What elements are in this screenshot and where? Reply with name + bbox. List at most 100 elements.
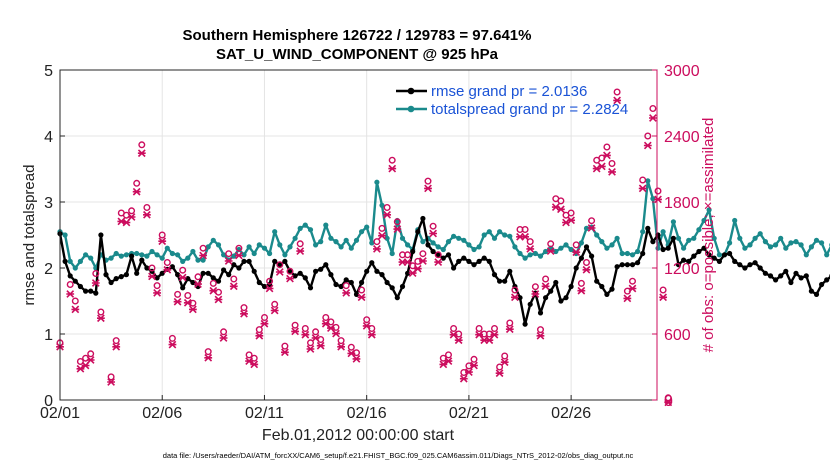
series-point-rmse-62 bbox=[374, 268, 380, 274]
y-right-tick-label-0: 0 bbox=[664, 393, 673, 410]
series-point-totalspread-99 bbox=[563, 242, 569, 248]
obs-possible-111 bbox=[644, 132, 652, 140]
obs-assimilated-86 bbox=[505, 325, 514, 334]
obs-assimilated-104 bbox=[597, 162, 606, 171]
series-point-rmse-29 bbox=[205, 270, 211, 276]
series-point-totalspread-100 bbox=[568, 246, 574, 253]
obs-possible-5 bbox=[87, 350, 95, 358]
obs-assimilated-100 bbox=[577, 286, 586, 295]
obs-possible-84 bbox=[496, 363, 504, 371]
series-point-rmse-35 bbox=[236, 265, 242, 271]
series-point-totalspread-12 bbox=[118, 253, 124, 259]
series-point-totalspread-80 bbox=[466, 242, 472, 248]
obs-possible-100 bbox=[577, 279, 585, 287]
obs-assimilated-22 bbox=[178, 273, 187, 282]
obs-possible-87 bbox=[511, 286, 519, 294]
obs-assimilated-57 bbox=[357, 293, 366, 302]
series-point-totalspread-103 bbox=[583, 225, 590, 231]
obs-assimilated-89 bbox=[521, 232, 530, 241]
series-point-totalspread-13 bbox=[123, 252, 129, 258]
obs-assimilated-32 bbox=[229, 282, 238, 291]
series-point-rmse-54 bbox=[333, 281, 339, 288]
series-point-rmse-94 bbox=[537, 310, 544, 316]
series-point-totalspread-32 bbox=[221, 252, 227, 258]
obs-possible-39 bbox=[266, 277, 274, 285]
obs-assimilated-29 bbox=[214, 295, 223, 304]
obs-possible-28 bbox=[209, 279, 217, 287]
series-point-rmse-126 bbox=[701, 245, 707, 251]
series-point-rmse-42 bbox=[272, 258, 278, 264]
series-point-rmse-125 bbox=[696, 248, 702, 255]
obs-assimilated-56 bbox=[352, 355, 361, 363]
obs-possible-107 bbox=[613, 88, 621, 96]
obs-possible-89 bbox=[521, 225, 529, 233]
series-point-totalspread-31 bbox=[215, 242, 222, 248]
series-point-rmse-118 bbox=[660, 246, 666, 253]
series-point-rmse-114 bbox=[640, 250, 646, 257]
series-point-rmse-50 bbox=[313, 268, 319, 274]
series-point-totalspread-42 bbox=[272, 229, 278, 235]
legend-marker-totalspread bbox=[407, 105, 415, 113]
series-point-rmse-60 bbox=[364, 268, 370, 274]
obs-possible-47 bbox=[307, 339, 315, 347]
series-point-rmse-123 bbox=[686, 258, 692, 264]
series-point-totalspread-56 bbox=[343, 237, 349, 243]
obs-possible-3 bbox=[76, 358, 84, 366]
series-point-rmse-110 bbox=[619, 262, 625, 268]
series-point-totalspread-106 bbox=[599, 239, 605, 245]
series-point-totalspread-123 bbox=[686, 237, 692, 243]
x-tick-label-2: 02/11 bbox=[245, 405, 284, 422]
obs-possible-1 bbox=[66, 281, 74, 289]
series-point-totalspread-63 bbox=[379, 202, 385, 208]
series-point-rmse-108 bbox=[609, 286, 615, 292]
series-point-totalspread-40 bbox=[261, 245, 268, 251]
obs-assimilated-46 bbox=[301, 330, 310, 339]
series-point-rmse-20 bbox=[159, 270, 165, 276]
series-point-rmse-96 bbox=[548, 288, 554, 294]
series-point-rmse-37 bbox=[246, 258, 252, 264]
series-point-totalspread-22 bbox=[169, 250, 175, 257]
obs-possible-6 bbox=[92, 270, 100, 278]
series-point-totalspread-120 bbox=[670, 219, 677, 225]
series-point-rmse-85 bbox=[491, 272, 498, 278]
series-point-rmse-76 bbox=[445, 252, 452, 258]
series-point-rmse-91 bbox=[522, 321, 528, 327]
obs-assimilated-39 bbox=[265, 284, 274, 293]
obs-assimilated-9 bbox=[112, 342, 121, 351]
obs-assimilated-33 bbox=[234, 251, 243, 260]
obs-assimilated-96 bbox=[557, 205, 565, 214]
series-point-rmse-113 bbox=[635, 260, 641, 266]
series-point-totalspread-142 bbox=[783, 245, 789, 251]
obs-possible-48 bbox=[312, 328, 320, 336]
obs-possible-112 bbox=[649, 104, 657, 112]
series-point-rmse-137 bbox=[757, 265, 763, 271]
obs-possible-50 bbox=[322, 314, 330, 322]
obs-assimilated-59 bbox=[367, 330, 376, 339]
series-point-rmse-140 bbox=[773, 277, 779, 283]
obs-assimilated-20 bbox=[168, 340, 177, 349]
legend: rmse grand pr = 2.0136 totalspread grand… bbox=[396, 83, 628, 118]
obs-assimilated-15 bbox=[142, 210, 151, 219]
y-right-tick-label-5: 3000 bbox=[664, 63, 700, 80]
series-point-totalspread-57 bbox=[348, 245, 354, 251]
series-point-rmse-138 bbox=[762, 270, 769, 276]
obs-possible-74 bbox=[445, 351, 453, 359]
obs-possible-2 bbox=[71, 297, 79, 305]
series-point-totalspread-110 bbox=[619, 250, 625, 257]
series-point-rmse-86 bbox=[497, 278, 503, 284]
series-point-rmse-23 bbox=[175, 272, 181, 278]
series-point-rmse-8 bbox=[98, 232, 104, 238]
obs-assimilated-54 bbox=[342, 289, 351, 297]
series-point-rmse-90 bbox=[517, 295, 523, 301]
series-point-rmse-5 bbox=[83, 288, 89, 294]
series-point-rmse-78 bbox=[456, 258, 462, 264]
series-point-totalspread-15 bbox=[134, 250, 140, 257]
series-point-rmse-6 bbox=[88, 288, 94, 294]
series-point-totalspread-59 bbox=[359, 229, 365, 235]
obs-assimilated-106 bbox=[608, 168, 616, 176]
obs-assimilated-41 bbox=[275, 268, 284, 276]
obs-assimilated-2 bbox=[71, 305, 80, 314]
obs-assimilated-48 bbox=[311, 334, 320, 342]
series-point-totalspread-121 bbox=[675, 235, 682, 241]
series-point-rmse-7 bbox=[93, 290, 99, 296]
